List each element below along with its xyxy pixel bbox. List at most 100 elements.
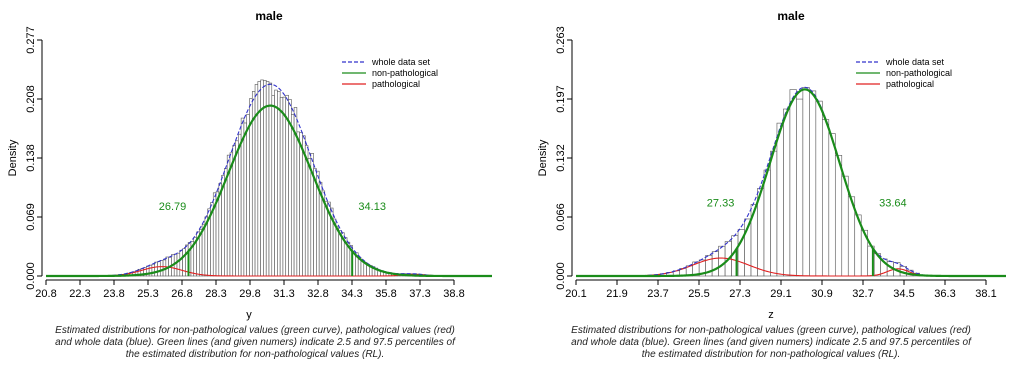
y-tick-label: 0.277 (25, 26, 37, 54)
x-axis-label: z (768, 309, 774, 321)
histogram-bar (783, 108, 791, 277)
histogram-bar (296, 131, 300, 277)
y-tick-label: 0.208 (25, 85, 37, 113)
chart-panel-1: male 26.79 34.13 0.000 0.069 0.138 0.208 0.277 D… (7, 9, 492, 321)
histogram-bar (304, 145, 309, 277)
histogram-bar (182, 248, 186, 277)
x-tick-label: 23.7 (647, 288, 668, 300)
chart-title: male (255, 9, 283, 23)
histogram-bar (307, 158, 312, 277)
histogram-bar (246, 114, 250, 277)
lower-percentile-label: 26.79 (159, 201, 187, 213)
x-tick-label: 38.8 (443, 288, 464, 300)
histogram-bar (335, 225, 339, 277)
whole-data-curve (46, 83, 492, 277)
x-tick-label: 25.5 (688, 288, 709, 300)
histogram-bar (789, 89, 797, 277)
histogram-bar (841, 175, 849, 277)
x-tick-label: 37.3 (409, 288, 430, 300)
chart-panel-2: male 27.33 33.64 0.000 0.066 0.132 0.197 0.263 D… (537, 9, 1006, 321)
x-tick-label: 32.8 (307, 288, 328, 300)
y-tick-label: 0.000 (25, 262, 37, 290)
legend-label: whole data set (371, 57, 431, 67)
x-tick-label: 20.8 (35, 288, 56, 300)
y-axis-label: Density (7, 139, 19, 176)
chart-title: male (777, 9, 805, 23)
histogram-bar (763, 169, 771, 277)
legend-label: pathological (372, 79, 420, 89)
x-tick-label: 28.3 (205, 288, 226, 300)
y-tick-label: 0.066 (555, 203, 567, 231)
x-tick-label: 32.7 (852, 288, 873, 300)
upper-percentile-label: 34.13 (358, 201, 386, 213)
histogram-bar (770, 150, 778, 277)
histogram-bar (159, 260, 164, 277)
x-tick-label: 34.3 (341, 288, 362, 300)
caption-right-line-1: Estimated distributions for non-patholog… (571, 325, 971, 336)
legend-label: pathological (886, 79, 934, 89)
caption-left-line-3: the estimated distribution for non-patho… (125, 349, 385, 360)
histogram-bar (243, 122, 248, 277)
caption-left-line-2: and whole data (blue). Green lines (and … (55, 337, 455, 348)
x-tick-label: 34.5 (893, 288, 914, 300)
y-tick-label: 0.197 (555, 85, 567, 113)
x-tick-label: 21.9 (606, 288, 627, 300)
x-tick-label: 25.3 (137, 288, 158, 300)
histogram-bar (324, 200, 328, 277)
x-tick-label: 29.1 (770, 288, 791, 300)
histogram-bar (151, 263, 156, 277)
histogram-bar (229, 152, 234, 277)
histogram-bar (711, 251, 719, 277)
lower-percentile-label: 27.33 (707, 197, 735, 209)
histogram-bar (815, 100, 823, 277)
histogram-bar (271, 95, 275, 277)
x-tick-label: 29.8 (239, 288, 260, 300)
y-tick-label: 0.069 (25, 203, 37, 231)
histogram-bar (299, 132, 303, 277)
caption-right-line-2: and whole data (blue). Green lines (and … (571, 337, 971, 348)
non-pathological-curve (46, 104, 492, 278)
x-tick-label: 31.3 (273, 288, 294, 300)
legend-label: non-pathological (372, 68, 438, 78)
histogram-bar (263, 80, 267, 277)
y-tick-label: 0.132 (555, 144, 567, 172)
non-pathological-curve (576, 88, 1006, 278)
histogram-bar (822, 119, 830, 277)
histogram-bar (809, 90, 817, 277)
histogram-bar (176, 252, 181, 277)
legend-label: non-pathological (886, 68, 952, 78)
caption-left: Estimated distributions for non-patholog… (0, 325, 510, 361)
upper-percentile-label: 33.64 (879, 197, 907, 209)
x-tick-label: 27.3 (729, 288, 750, 300)
histogram-bar (718, 245, 726, 277)
histogram-bar (828, 133, 836, 277)
histogram-bar (802, 87, 810, 277)
histogram-bar (268, 82, 273, 277)
y-axis-label: Density (537, 139, 549, 176)
histogram-bar (279, 97, 284, 277)
histogram-bar (235, 140, 239, 277)
y-tick-label: 0.000 (555, 262, 567, 290)
x-tick-label: 36.3 (934, 288, 955, 300)
x-tick-label: 26.8 (171, 288, 192, 300)
legend-label: whole data set (885, 57, 945, 67)
histogram-bar (776, 122, 784, 277)
x-tick-label: 20.1 (565, 288, 586, 300)
histogram-bar (157, 261, 161, 277)
histogram-bar (179, 249, 183, 277)
histogram-bar (282, 96, 287, 277)
histogram-bar (232, 145, 236, 277)
x-axis-label: y (246, 309, 252, 321)
y-tick-label: 0.138 (25, 144, 37, 172)
histogram-bar (796, 98, 804, 277)
x-tick-label: 38.1 (975, 288, 996, 300)
histogram-bars (104, 79, 437, 277)
histogram-bar (154, 261, 158, 277)
histogram-bar (238, 133, 242, 277)
caption-left-line-1: Estimated distributions for non-patholog… (55, 325, 455, 336)
histogram-bar (274, 89, 278, 277)
x-tick-label: 35.8 (375, 288, 396, 300)
histogram-bar (277, 91, 281, 277)
